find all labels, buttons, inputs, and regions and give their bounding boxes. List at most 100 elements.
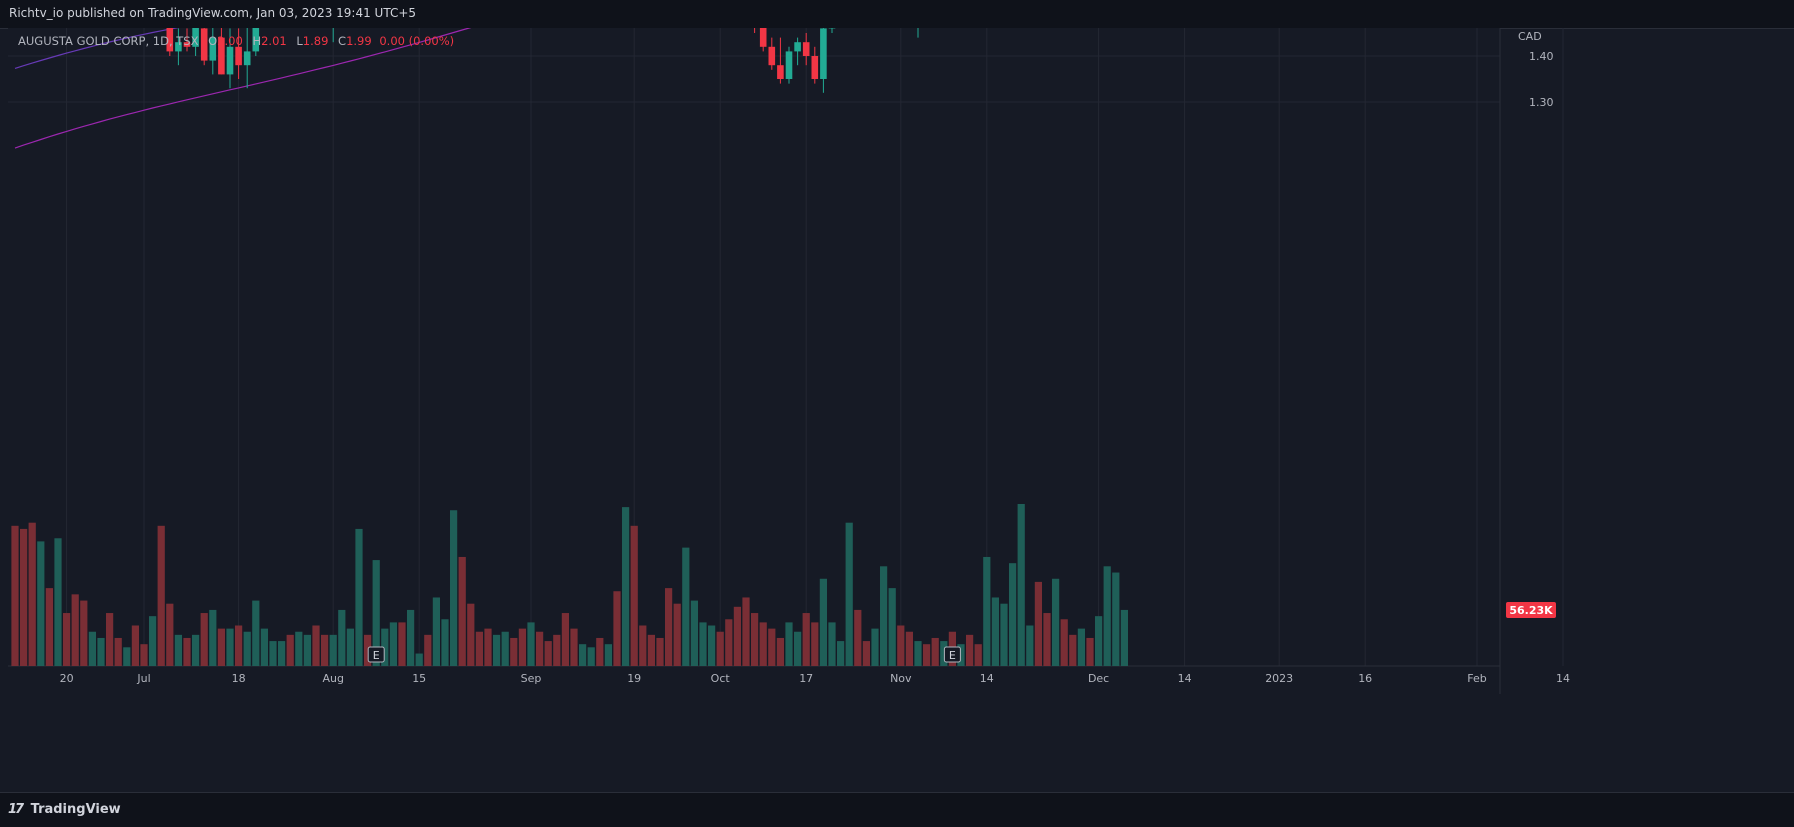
date-tick-label: 16 [1358, 672, 1372, 685]
volume-bar [674, 604, 681, 666]
volume-bar [854, 610, 861, 666]
volume-bar [158, 526, 165, 666]
volume-bar [545, 641, 552, 666]
volume-bar [209, 610, 216, 666]
price-chart[interactable]: 2.402.302.202.102.001.901.801.701.601.50… [0, 28, 1794, 792]
volume-bar [1104, 566, 1111, 666]
volume-bar [390, 622, 397, 666]
volume-bar [1121, 610, 1128, 666]
open-value: 2.00 [217, 34, 243, 48]
volume-bar [631, 526, 638, 666]
volume-bar [656, 638, 663, 666]
volume-bar [140, 644, 147, 666]
volume-bar [923, 644, 930, 666]
volume-bar [639, 626, 646, 667]
candle-body [786, 51, 793, 79]
volume-bar [605, 644, 612, 666]
volume-bar [1112, 573, 1119, 666]
date-tick-label: 18 [232, 672, 246, 685]
volume-bar [914, 641, 921, 666]
volume-bar [502, 632, 509, 666]
date-tick-label: 14 [1178, 672, 1192, 685]
candle-body [803, 42, 810, 56]
volume-bar [794, 632, 801, 666]
volume-bar [527, 622, 534, 666]
volume-bar [553, 635, 560, 666]
close-label: C [338, 34, 346, 48]
volume-bar [252, 601, 259, 666]
volume-bar [777, 638, 784, 666]
volume-bar [510, 638, 517, 666]
volume-bar [132, 626, 139, 667]
volume-bar [226, 629, 233, 666]
volume-bar [278, 641, 285, 666]
volume-bar [201, 613, 208, 666]
date-tick-label: Aug [322, 672, 343, 685]
volume-bar [347, 629, 354, 666]
volume-bar [244, 632, 251, 666]
volume-bar [235, 626, 242, 667]
publish-header: Richtv_io published on TradingView.com, … [0, 0, 1794, 29]
volume-bar [596, 638, 603, 666]
volume-bar [29, 523, 36, 666]
volume-bar [433, 597, 440, 666]
date-tick-label: 2023 [1265, 672, 1293, 685]
volume-bar [1000, 604, 1007, 666]
date-tick-label: 14 [980, 672, 994, 685]
volume-bar [983, 557, 990, 666]
volume-bar [106, 613, 113, 666]
volume-bar [97, 638, 104, 666]
volume-bar [742, 597, 749, 666]
volume-bar [889, 588, 896, 666]
date-tick-label: 17 [799, 672, 813, 685]
footer-bar: 17 TradingView [0, 792, 1794, 827]
volume-bar [493, 635, 500, 666]
volume-bar [175, 635, 182, 666]
date-tick-label: 14 [1556, 672, 1570, 685]
volume-bar [768, 629, 775, 666]
date-tick-label: 19 [627, 672, 641, 685]
close-value: 1.99 [346, 34, 372, 48]
volume-bar [992, 597, 999, 666]
volume-bar [192, 635, 199, 666]
low-value: 1.89 [303, 34, 329, 48]
candle-body [244, 51, 251, 65]
volume-bar [20, 529, 27, 666]
plot-area [8, 28, 1500, 666]
volume-bar [811, 622, 818, 666]
volume-bar [725, 619, 732, 666]
volume-bar [828, 622, 835, 666]
volume-bar [734, 607, 741, 666]
volume-bar [338, 610, 345, 666]
volume-bar [751, 613, 758, 666]
volume-bar [123, 647, 130, 666]
volume-bar [149, 616, 156, 666]
volume-bar [416, 654, 423, 666]
volume-bar [424, 635, 431, 666]
volume-bar [1035, 582, 1042, 666]
volume-bar [648, 635, 655, 666]
volume-bar [863, 641, 870, 666]
volume-bar [1043, 613, 1050, 666]
volume-bar [519, 629, 526, 666]
volume-bar [321, 635, 328, 666]
candle-body [812, 56, 819, 79]
volume-bar [682, 548, 689, 666]
volume-bar [717, 632, 724, 666]
date-tick-label: Dec [1088, 672, 1109, 685]
date-tick-label: Oct [711, 672, 731, 685]
volume-bar [579, 644, 586, 666]
date-tick-label: Nov [890, 672, 912, 685]
volume-bar [304, 635, 311, 666]
date-tick-label: Sep [521, 672, 542, 685]
tradingview-logo-icon: 17 [8, 802, 22, 817]
volume-bar [1095, 616, 1102, 666]
volume-bar [1061, 619, 1068, 666]
currency-label: CAD [1518, 30, 1542, 43]
candle-body [760, 28, 767, 47]
tradingview-brand[interactable]: 17 TradingView [8, 802, 121, 817]
publish-info: Richtv_io published on TradingView.com, … [9, 6, 416, 20]
volume-bar [484, 629, 491, 666]
volume-bar [261, 629, 268, 666]
candle-body [777, 65, 784, 79]
